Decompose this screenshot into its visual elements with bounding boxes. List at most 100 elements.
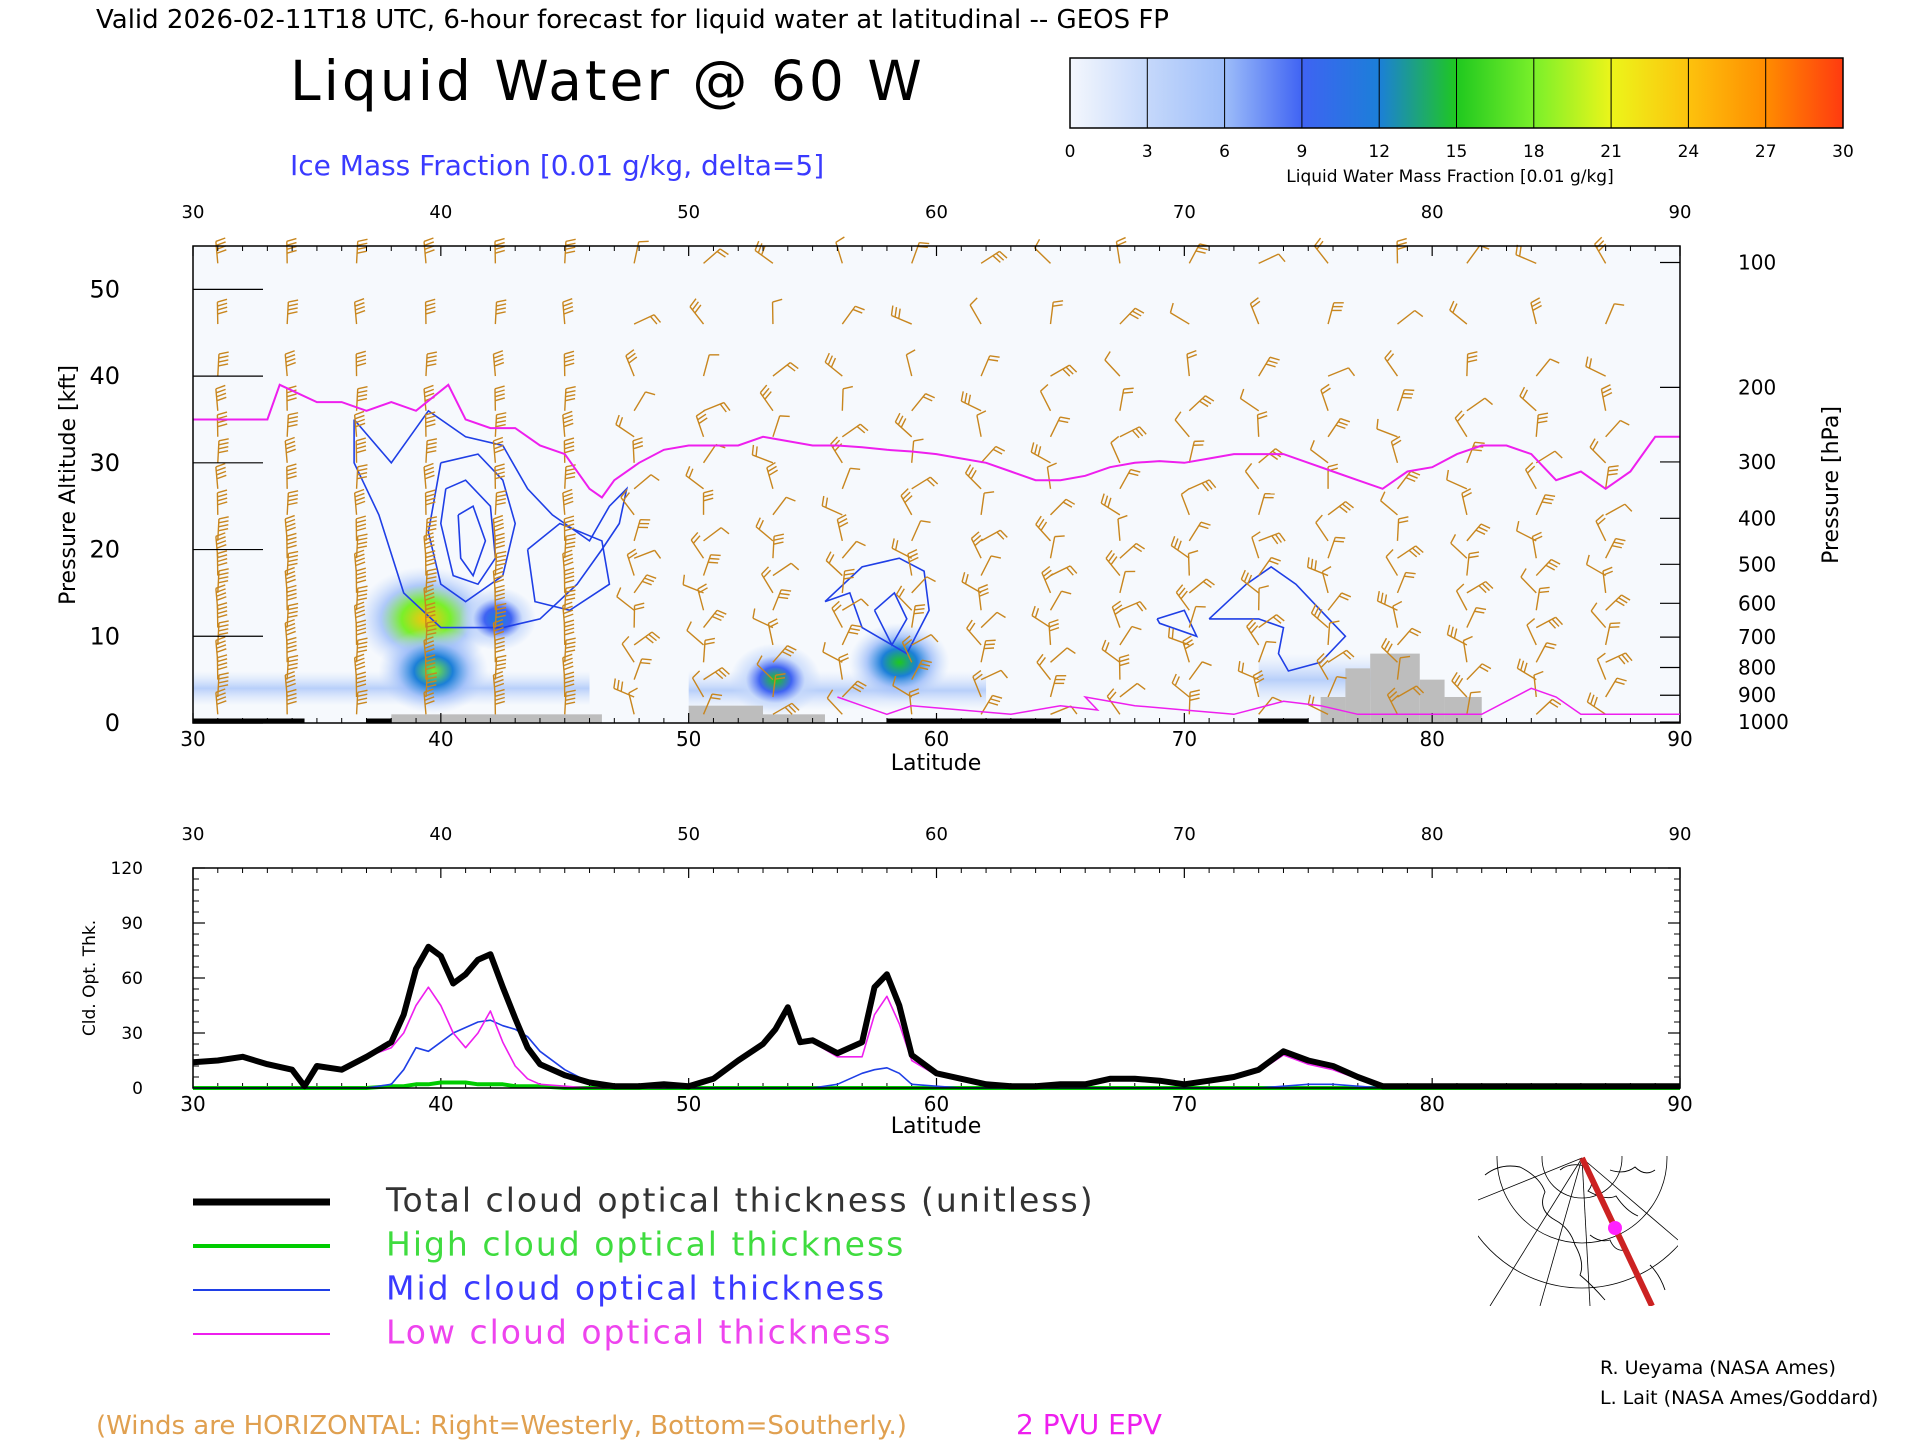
wind-barb bbox=[1050, 364, 1078, 377]
wind-barb bbox=[1327, 649, 1355, 663]
wind-barb bbox=[905, 349, 916, 377]
wind-barb bbox=[353, 549, 366, 576]
wind-barb bbox=[755, 517, 774, 542]
wind-barb bbox=[494, 550, 507, 576]
x-tick-label: 40 bbox=[428, 1092, 453, 1116]
pressure-tick-label: 200 bbox=[1738, 375, 1776, 399]
wind-barb bbox=[1327, 501, 1354, 516]
ice-contour bbox=[353, 409, 629, 629]
wind-barb bbox=[1585, 356, 1606, 377]
wind-barb bbox=[841, 680, 867, 698]
wind-barb bbox=[1046, 462, 1057, 489]
wind-barb bbox=[1450, 534, 1468, 559]
wind-barb bbox=[355, 689, 368, 715]
y-tick-label: 30 bbox=[121, 1024, 143, 1044]
wind-barb bbox=[1252, 670, 1265, 698]
wind-barb bbox=[1106, 688, 1121, 715]
x-top-tick-label: 40 bbox=[429, 824, 452, 845]
wind-barb bbox=[1327, 592, 1352, 611]
wind-barb bbox=[1119, 542, 1146, 559]
colorbar-cell bbox=[1147, 58, 1226, 128]
credit-2: L. Lait (NASA Ames/Goddard) bbox=[1600, 1387, 1878, 1409]
pressure-tick-label: 600 bbox=[1738, 591, 1776, 615]
wind-barb bbox=[772, 533, 785, 559]
wind-barb bbox=[1466, 663, 1492, 681]
wind-barb bbox=[620, 488, 635, 516]
colorbar-cell bbox=[1456, 58, 1535, 128]
section-midpoint-marker bbox=[1608, 1221, 1622, 1235]
wind-barb bbox=[1119, 625, 1142, 646]
wind-barb bbox=[492, 350, 505, 377]
wind-barb bbox=[1605, 419, 1630, 438]
wind-barb bbox=[1117, 514, 1128, 541]
wind-barb bbox=[1119, 570, 1136, 594]
wind-barb bbox=[562, 601, 574, 628]
wind-barb bbox=[494, 490, 507, 515]
colorbar-label: Liquid Water Mass Fraction [0.01 g/kg] bbox=[1286, 167, 1613, 187]
wind-barb bbox=[1258, 614, 1285, 629]
bottom-ylabel: Cld. Opt. Thk. bbox=[80, 920, 100, 1036]
wind-barb bbox=[1186, 349, 1197, 377]
wind-barb bbox=[564, 585, 576, 611]
liquid-water-blob bbox=[378, 628, 489, 714]
wind-barb bbox=[772, 361, 799, 377]
wind-barb bbox=[1049, 535, 1065, 559]
wind-barb bbox=[1030, 442, 1051, 464]
wind-barb bbox=[964, 464, 982, 490]
wind-barb bbox=[1524, 462, 1537, 490]
ice-contour bbox=[1156, 609, 1199, 638]
wind-barb bbox=[564, 464, 576, 489]
series-line bbox=[192, 943, 1680, 1090]
x-tick-label: 30 bbox=[180, 1092, 205, 1116]
wind-barb bbox=[494, 636, 505, 663]
wind-barb bbox=[286, 299, 299, 325]
wind-barb bbox=[702, 354, 720, 377]
top-y2label: Pressure [hPa] bbox=[1819, 406, 1844, 564]
wind-barb bbox=[286, 584, 297, 611]
wind-barb bbox=[1310, 603, 1329, 629]
wind-barb bbox=[1320, 383, 1331, 412]
bottom-plot-frame bbox=[192, 867, 1681, 1089]
wind-barb bbox=[1048, 619, 1060, 645]
wind-barb bbox=[284, 350, 296, 377]
wind-barb bbox=[216, 550, 228, 576]
wind-barb bbox=[1605, 677, 1627, 698]
wind-barb bbox=[1049, 300, 1064, 325]
colorbar-tick-label: 21 bbox=[1600, 142, 1622, 162]
valid-line: Valid 2026-02-11T18 UTC, 6-hour forecast… bbox=[96, 5, 1169, 35]
ice-contour bbox=[1208, 565, 1347, 672]
wind-barb bbox=[1119, 426, 1147, 439]
wind-barb bbox=[1188, 440, 1205, 463]
wind-barb bbox=[1396, 470, 1421, 490]
wind-barb bbox=[821, 495, 843, 516]
wind-barb bbox=[841, 423, 869, 438]
wind-barb bbox=[1249, 297, 1261, 325]
wind-barb bbox=[424, 654, 436, 680]
wind-barb bbox=[621, 635, 635, 663]
wind-barb bbox=[1187, 549, 1199, 576]
wind-barb bbox=[1188, 661, 1212, 681]
wind-barb bbox=[841, 385, 853, 411]
wind-barb bbox=[1397, 685, 1425, 698]
wind-barb bbox=[703, 248, 729, 264]
wind-barb bbox=[425, 438, 438, 463]
wind-barb bbox=[1240, 569, 1260, 594]
wind-barb bbox=[1519, 386, 1537, 412]
wind-barb bbox=[1535, 412, 1549, 437]
wind-barb bbox=[564, 238, 576, 264]
wind-barb bbox=[1605, 537, 1626, 559]
wind-barb bbox=[702, 489, 714, 515]
wind-barb bbox=[1258, 640, 1277, 663]
wind-barb bbox=[562, 653, 574, 680]
x-top-tick-label: 80 bbox=[1421, 202, 1444, 223]
wind-barb bbox=[1390, 435, 1402, 464]
x-top-tick-label: 90 bbox=[1669, 202, 1692, 223]
wind-barb bbox=[286, 532, 297, 559]
wind-barb bbox=[980, 491, 995, 515]
wind-barb bbox=[980, 639, 996, 663]
wind-barb bbox=[689, 298, 705, 325]
y-tick-label: 30 bbox=[89, 449, 120, 477]
wind-barb bbox=[633, 574, 657, 594]
wind-barb bbox=[616, 587, 635, 611]
wind-barb bbox=[1239, 388, 1260, 412]
